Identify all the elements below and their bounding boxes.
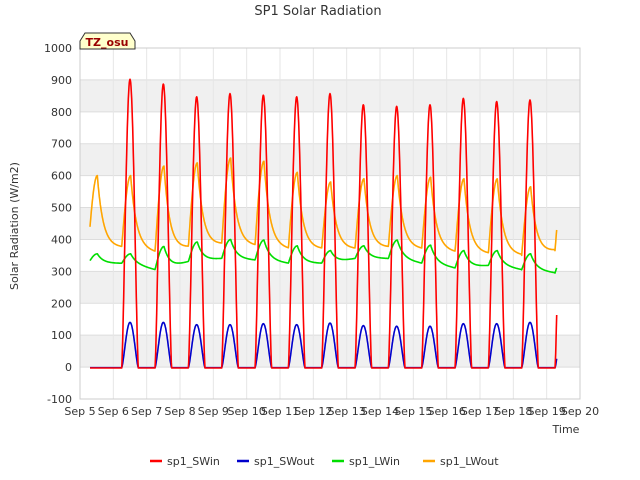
x-tick-label: Sep 16: [428, 405, 466, 418]
y-tick-label: 300: [51, 265, 72, 278]
x-tick-label: Sep 19: [528, 405, 566, 418]
x-tick-label: Sep 7: [131, 405, 162, 418]
site-label: TZ_osu: [86, 36, 129, 49]
grid-band: [80, 335, 580, 368]
x-tick-label: Sep 20: [561, 405, 599, 418]
grid-bands: [80, 79, 580, 368]
legend-label: sp1_SWout: [254, 455, 315, 468]
y-tick-label: 900: [51, 74, 72, 87]
y-tick-label: 200: [51, 297, 72, 310]
x-tick-label: Sep 17: [461, 405, 499, 418]
y-axis-label: Solar Radiation (W/m2): [8, 162, 21, 290]
y-tick-label: -100: [47, 393, 72, 406]
x-tick-label: Sep 9: [198, 405, 229, 418]
y-tick-label: 1000: [44, 42, 72, 55]
x-tick-label: Sep 12: [294, 405, 332, 418]
x-tick-label: Sep 14: [361, 405, 399, 418]
series-line-sp1_SWin: [89, 78, 558, 369]
x-tick-label: Sep 6: [98, 405, 129, 418]
legend-label: sp1_SWin: [167, 455, 220, 468]
x-tick-label: Sep 15: [394, 405, 432, 418]
grid-band: [80, 143, 580, 176]
y-tick-label: 600: [51, 170, 72, 183]
site-label-badge: TZ_osu: [79, 32, 136, 50]
x-tick-label: Sep 5: [64, 405, 95, 418]
x-axis-label: Time: [552, 423, 580, 436]
site-label-box: [79, 32, 136, 50]
legend-label: sp1_LWin: [349, 455, 400, 468]
y-tick-labels: -100 0 100 200 300 400 500 600 700 800 900 1000: [44, 42, 72, 406]
y-tick-label: 400: [51, 233, 72, 246]
x-tick-label: Sep 13: [328, 405, 366, 418]
y-gridlines: [79, 47, 581, 400]
series-line-sp1_LWin: [89, 238, 558, 274]
x-tick-label: Sep 8: [164, 405, 195, 418]
x-tick-label: Sep 18: [494, 405, 532, 418]
x-tick-label: Sep 11: [261, 405, 299, 418]
y-tick-label: 100: [51, 329, 72, 342]
grid-band: [80, 271, 580, 304]
y-tick-label: 800: [51, 106, 72, 119]
legend: sp1_SWin sp1_SWout sp1_LWin sp1_LWout: [150, 455, 499, 468]
legend-label: sp1_LWout: [440, 455, 499, 468]
y-tick-label: 0: [65, 361, 72, 374]
plot-frame: [79, 47, 581, 400]
x-tick-label: Sep 10: [228, 405, 266, 418]
series-layer: [89, 78, 558, 369]
y-tick-label: 500: [51, 202, 72, 215]
grid-band: [80, 207, 580, 240]
y-tick-label: 700: [51, 138, 72, 151]
chart-title: SP1 Solar Radiation: [254, 4, 381, 19]
